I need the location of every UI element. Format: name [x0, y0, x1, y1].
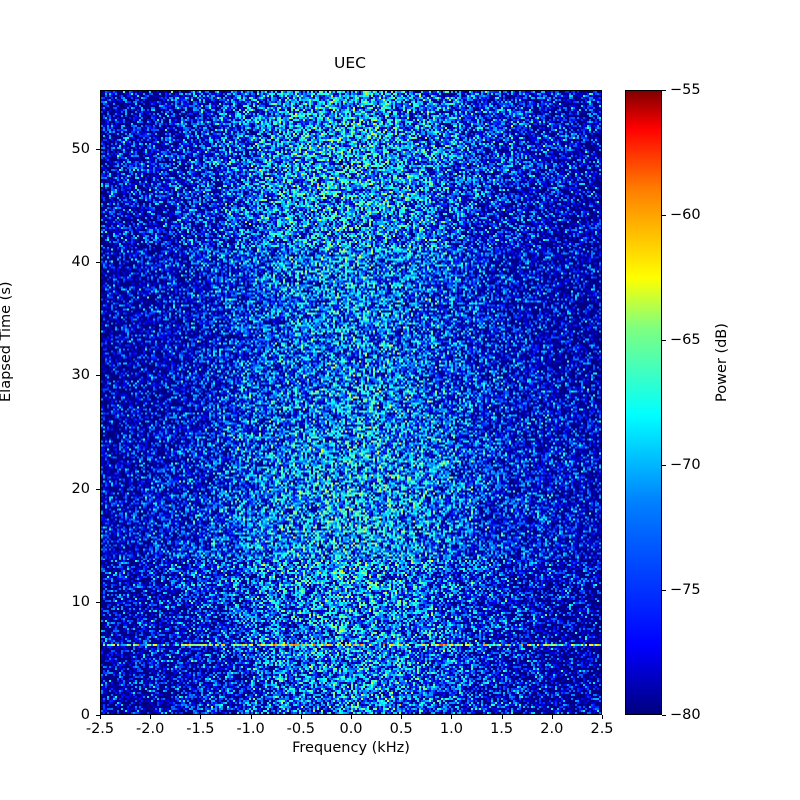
- spectrogram-plot-area: [100, 90, 602, 715]
- x-tick-label: -2.0: [136, 721, 165, 737]
- colorbar-tick-mark: [662, 715, 666, 716]
- y-tick-mark: [96, 375, 100, 377]
- x-tick-mark: [602, 715, 603, 719]
- colorbar-tick-label: −65: [670, 332, 701, 348]
- x-tick-label: 1.0: [439, 721, 463, 737]
- x-tick-mark: [351, 715, 352, 719]
- colorbar-tick-mark: [662, 90, 666, 91]
- colorbar-tick-label: −55: [670, 82, 701, 98]
- y-tick-mark: [96, 601, 100, 603]
- colorbar-tick-label: −75: [670, 582, 701, 598]
- colorbar-tick-label: −70: [670, 457, 701, 473]
- colorbar-tick-mark: [662, 215, 666, 216]
- x-tick-mark: [401, 715, 403, 719]
- y-tick-label: 50: [71, 140, 90, 157]
- x-tick-label: -1.0: [236, 721, 265, 737]
- y-tick-mark: [96, 262, 100, 264]
- colorbar-tick-label: −60: [670, 207, 701, 223]
- colorbar: [625, 90, 662, 715]
- x-tick-label: -2.5: [85, 721, 115, 737]
- x-axis-label: Frequency (kHz): [292, 740, 410, 756]
- spectrogram-heatmap: [101, 91, 601, 714]
- x-tick-label: 2.0: [540, 721, 564, 737]
- x-tick-mark: [100, 715, 101, 719]
- x-tick-mark: [200, 715, 202, 719]
- colorbar-tick-label: −80: [670, 707, 701, 723]
- y-tick-label: 30: [71, 367, 90, 384]
- x-tick-label: 1.5: [490, 721, 514, 737]
- y-tick-label: 20: [71, 480, 90, 497]
- x-tick-label: -0.5: [286, 721, 315, 737]
- x-tick-mark: [300, 715, 302, 719]
- x-tick-label: 0.5: [389, 721, 413, 737]
- colorbar-tick-mark: [662, 590, 666, 591]
- x-tick-mark: [150, 715, 152, 719]
- x-tick-mark: [551, 715, 553, 719]
- x-tick-label: 2.5: [590, 721, 614, 737]
- y-tick-label: 10: [71, 593, 90, 610]
- y-tick-mark: [96, 715, 100, 716]
- y-tick-mark: [96, 488, 100, 490]
- y-tick-mark: [96, 148, 100, 150]
- y-tick-label: 0: [80, 707, 90, 723]
- x-tick-mark: [250, 715, 252, 719]
- x-tick-label: 0.0: [339, 721, 363, 737]
- x-tick-mark: [501, 715, 503, 719]
- y-axis-label: Elapsed Time (s): [0, 281, 14, 402]
- colorbar-tick-mark: [662, 340, 666, 341]
- y-tick-label: 40: [71, 254, 90, 271]
- title-line-station: UEC: [334, 54, 366, 72]
- x-tick-label: -1.5: [186, 721, 215, 737]
- x-tick-mark: [451, 715, 453, 719]
- colorbar-tick-mark: [662, 465, 666, 466]
- colorbar-label: Power (dB): [714, 323, 730, 402]
